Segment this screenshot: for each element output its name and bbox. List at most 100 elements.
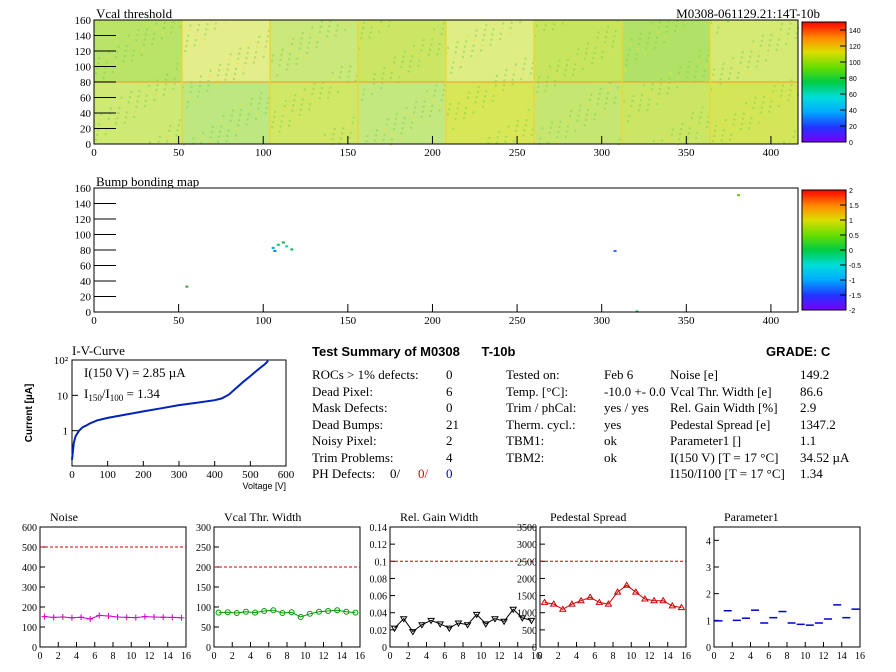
pedestal-point [586, 593, 595, 600]
pixel-speckle [427, 53, 430, 56]
pixel-speckle [521, 139, 524, 142]
pixel-speckle [748, 127, 751, 130]
noise-x-tick-label: 6 [92, 651, 97, 662]
pixel-speckle [280, 53, 283, 56]
pixel-speckle [597, 31, 600, 34]
pixel-speckle [421, 110, 424, 113]
pixel-speckle [265, 106, 268, 109]
pixel-speckle [741, 117, 744, 120]
summary-mid-label: Trim / phCal: [506, 400, 577, 415]
pixel-speckle [259, 97, 262, 100]
pixel-speckle [626, 58, 629, 61]
pixel-speckle [124, 116, 127, 119]
pixel-speckle [448, 108, 451, 111]
pixel-speckle [665, 30, 668, 33]
summary-left-value: 21 [446, 416, 459, 432]
pixel-speckle [783, 141, 786, 144]
pixel-speckle [759, 111, 762, 114]
pixel-speckle [472, 44, 475, 47]
pixel-speckle [723, 124, 726, 127]
pixel-speckle [101, 20, 104, 22]
gain-width-x-tick-label: 6 [442, 651, 447, 662]
pixel-speckle [417, 64, 420, 67]
pixel-speckle [668, 77, 671, 80]
pixel-speckle [694, 75, 697, 78]
pixel-speckle [227, 129, 230, 132]
pixel-speckle [238, 119, 241, 122]
pixel-speckle [458, 97, 461, 100]
vcal-width-x-tick-label: 10 [300, 651, 310, 662]
vcal-width-point [325, 608, 332, 614]
parameter1-y-tick-label: 2 [706, 590, 711, 601]
summary-left-label: Dead Pixel: [312, 383, 374, 399]
pixel-speckle [730, 133, 733, 136]
pixel-speckle [592, 57, 595, 60]
iv-y-tick-label: 10 [57, 390, 69, 402]
pixel-speckle [587, 108, 590, 111]
pixel-speckle [696, 131, 699, 134]
pixel-speckle [264, 112, 267, 115]
pixel-speckle [577, 48, 580, 51]
noise-point [96, 612, 103, 619]
pixel-speckle [128, 96, 131, 99]
pixel-speckle [355, 74, 358, 77]
pixel-speckle [752, 106, 755, 109]
pixel-speckle [499, 37, 502, 40]
gain-width-point [454, 620, 463, 627]
pixel-speckle [193, 44, 196, 47]
pixel-speckle [591, 62, 594, 65]
palette-tick-label: 20 [849, 124, 857, 131]
vcal-width-y-tick-label: 50 [201, 623, 211, 634]
pixel-speckle [116, 117, 119, 120]
pixel-speckle [292, 104, 295, 107]
pixel-speckle [429, 48, 432, 51]
pixel-speckle [494, 84, 497, 87]
pixel-speckle [143, 38, 146, 41]
pixel-speckle [189, 24, 192, 27]
pixel-speckle [303, 88, 306, 91]
pixel-speckle [187, 101, 190, 104]
pixel-speckle [517, 119, 520, 122]
pixel-speckle [679, 66, 682, 69]
gain-width-x-tick-label: 0 [388, 651, 393, 662]
pixel-speckle [541, 127, 544, 130]
pixel-speckle [616, 20, 619, 22]
pixel-speckle [221, 120, 224, 123]
pixel-speckle [751, 112, 754, 115]
pixel-speckle [501, 94, 504, 97]
pixel-speckle [409, 60, 412, 63]
vcal-width-x-tick-label: 8 [285, 651, 290, 662]
pixel-speckle [707, 115, 710, 118]
iv-y-axis-label: Current [µA] [24, 384, 35, 443]
pixel-speckle [687, 132, 690, 135]
defect-pixel [185, 285, 189, 288]
gain-width-point [481, 621, 490, 628]
pixel-speckle [162, 27, 165, 30]
pixel-speckle [326, 35, 329, 38]
pixel-speckle [447, 46, 450, 49]
roc-cell [710, 82, 798, 144]
pixel-speckle [360, 37, 363, 40]
pixel-speckle [316, 41, 319, 44]
pixel-speckle [237, 124, 240, 127]
pixel-speckle [459, 66, 462, 69]
pixel-speckle [290, 114, 293, 117]
pixel-speckle [555, 141, 558, 144]
pixel-speckle [365, 140, 368, 143]
pixel-speckle [566, 58, 569, 61]
pixel-speckle [229, 119, 232, 122]
pixel-speckle [523, 129, 526, 132]
pixel-speckle [396, 112, 399, 115]
roc-cell [270, 82, 358, 144]
pixel-speckle [769, 39, 772, 42]
pixel-speckle [476, 90, 479, 93]
gain-width-point [527, 617, 536, 625]
iv-plot-frame [71, 359, 287, 467]
roc-cell [622, 20, 710, 82]
parameter1-title: Parameter1 [724, 510, 779, 524]
pixel-speckle [658, 92, 661, 95]
pixel-speckle [162, 93, 165, 96]
pixel-speckle [308, 108, 311, 111]
defect-pixel [285, 245, 289, 248]
pixel-speckle [127, 34, 130, 37]
